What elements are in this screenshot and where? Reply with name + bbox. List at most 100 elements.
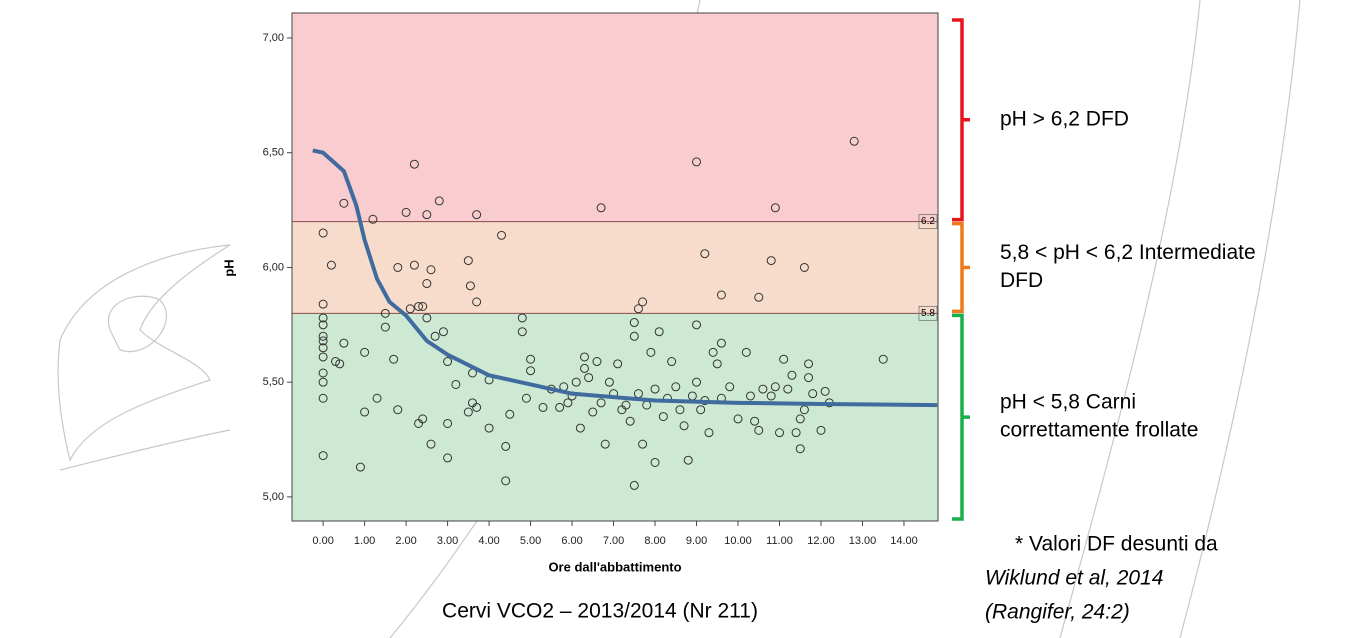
bracket xyxy=(952,221,970,314)
data-point xyxy=(604,377,614,387)
y-axis-title: pH xyxy=(221,259,236,276)
data-point xyxy=(360,407,370,417)
data-point xyxy=(339,338,349,348)
data-point xyxy=(563,398,573,408)
decor xyxy=(107,295,167,353)
data-point xyxy=(758,384,768,394)
data-point xyxy=(795,444,805,454)
x-tick-label: 5.00 xyxy=(520,535,541,547)
x-tick-label: 11.00 xyxy=(766,535,793,547)
data-point xyxy=(409,260,419,270)
data-point xyxy=(517,327,527,337)
data-point xyxy=(426,265,436,275)
data-point xyxy=(326,260,336,270)
note: Wiklund et al, 2014 xyxy=(985,567,1163,590)
band xyxy=(292,313,938,521)
data-point xyxy=(667,357,677,367)
data-point xyxy=(658,412,668,422)
data-point xyxy=(426,439,436,449)
annotation: correttamente frollate xyxy=(1000,419,1198,442)
data-point xyxy=(613,359,623,369)
data-point xyxy=(654,327,664,337)
data-point xyxy=(704,428,714,438)
note: (Rangifer, 24:2) xyxy=(985,601,1130,624)
data-point xyxy=(580,352,590,362)
data-point xyxy=(766,391,776,401)
data-point xyxy=(401,207,411,217)
bracket xyxy=(952,18,970,222)
data-point xyxy=(671,382,681,392)
data-point xyxy=(770,203,780,213)
data-point xyxy=(335,359,345,369)
data-point xyxy=(318,377,328,387)
data-point xyxy=(629,331,639,341)
data-point xyxy=(795,414,805,424)
data-point xyxy=(750,416,760,426)
data-point xyxy=(389,354,399,364)
data-point xyxy=(600,439,610,449)
data-point xyxy=(472,297,482,307)
x-tick-label: 12.00 xyxy=(807,535,835,547)
band xyxy=(292,221,938,314)
data-point xyxy=(443,453,453,463)
data-point xyxy=(393,405,403,415)
data-point xyxy=(629,480,639,490)
data-point xyxy=(372,393,382,403)
annotation: pH > 6,2 DFD xyxy=(1000,107,1129,130)
data-point xyxy=(716,338,726,348)
annotation: 5,8 < pH < 6,2 Intermediate xyxy=(1000,241,1256,264)
data-point xyxy=(443,357,453,367)
data-point xyxy=(521,393,531,403)
data-point xyxy=(318,343,328,353)
plot: 6.2 5.8 5,00 5,50 6,00 6,50 7,00 0.00 1.00 2.00 3.… xyxy=(263,12,939,547)
x-tick-label: 0.00 xyxy=(312,535,333,547)
x-tick-label: 2.00 xyxy=(395,535,416,547)
data-point xyxy=(418,301,428,311)
data-point xyxy=(741,347,751,357)
data-point xyxy=(638,439,648,449)
data-point xyxy=(318,336,328,346)
x-tick-label: 14.00 xyxy=(890,535,918,547)
data-point xyxy=(878,354,888,364)
data-point xyxy=(465,281,475,291)
x-tick-label: 13.00 xyxy=(849,535,877,547)
x-axis-title: Ore dall'abbattimento xyxy=(548,559,681,574)
data-point xyxy=(733,414,743,424)
data-point xyxy=(438,327,448,337)
data-point xyxy=(596,203,606,213)
threshold-label: 6.2 xyxy=(921,216,935,227)
y-tick-label: 7,00 xyxy=(263,32,284,44)
data-point xyxy=(575,423,585,433)
data-point xyxy=(430,331,440,341)
data-point xyxy=(683,455,693,465)
data-point xyxy=(517,313,527,323)
data-point xyxy=(650,457,660,467)
data-point xyxy=(555,402,565,412)
data-point xyxy=(393,262,403,272)
data-point xyxy=(650,384,660,394)
data-point xyxy=(501,441,511,451)
band xyxy=(292,13,938,222)
data-point xyxy=(318,320,328,330)
data-point xyxy=(355,462,365,472)
data-point xyxy=(422,313,432,323)
data-point xyxy=(472,402,482,412)
data-point xyxy=(692,377,702,387)
data-point xyxy=(592,357,602,367)
data-point xyxy=(629,318,639,328)
fit-curve xyxy=(312,148,938,408)
data-point xyxy=(318,228,328,238)
data-point xyxy=(787,370,797,380)
data-point xyxy=(409,159,419,169)
data-point xyxy=(405,304,415,314)
data-point xyxy=(318,352,328,362)
data-point xyxy=(646,347,656,357)
data-point xyxy=(808,389,818,399)
x-tick-label: 1.00 xyxy=(354,535,375,547)
data-point xyxy=(538,402,548,412)
data-point xyxy=(766,256,776,266)
data-point xyxy=(484,423,494,433)
x-tick-label: 6.00 xyxy=(561,535,582,547)
data-point xyxy=(596,398,606,408)
